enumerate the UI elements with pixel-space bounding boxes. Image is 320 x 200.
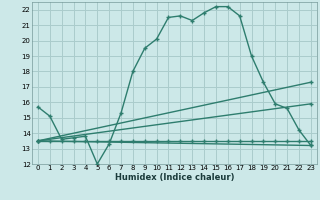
X-axis label: Humidex (Indice chaleur): Humidex (Indice chaleur) <box>115 173 234 182</box>
